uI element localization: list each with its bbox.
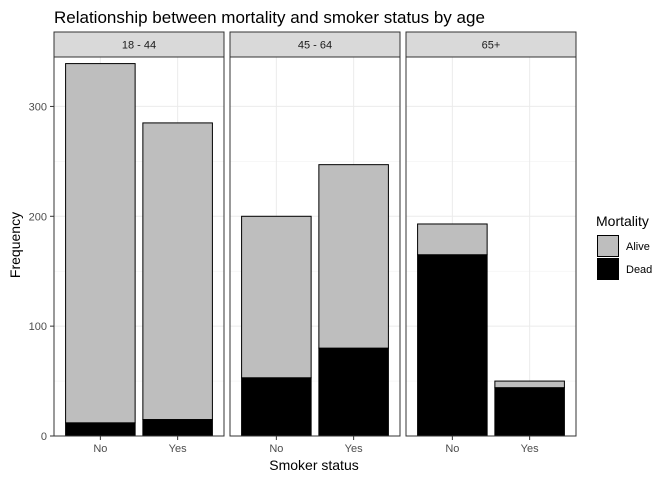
y-tick-label: 0 [41,431,47,443]
legend-label: Alive [626,241,650,253]
bar-segment-alive [494,380,565,389]
legend-key-alive [597,235,619,257]
x-tick-label: No [93,443,107,455]
bar-segment-dead [417,254,488,437]
facet-strip-label: 65+ [482,40,501,52]
facet-panel: 65+ No Yes [405,31,577,455]
y-tick-label: 100 [29,321,47,333]
legend-key-dead [597,258,619,280]
x-tick-label: Yes [345,443,363,455]
bar-segment-dead [65,422,136,437]
bar-segment-dead [241,377,312,437]
legend-label: Dead [626,264,652,276]
y-axis-title: Frequency [7,212,23,278]
facet-strip [53,31,225,58]
bar-segment-dead [318,347,389,437]
facet-strip [405,31,577,58]
x-tick-label: Yes [169,443,187,455]
y-tick-label: 300 [29,101,47,113]
panel-border [53,56,225,437]
x-axis-title: Smoker status [269,457,358,473]
bar-segment-alive [318,164,389,349]
bar-segment-dead [142,419,213,437]
y-tick-label: 200 [29,211,47,223]
facet-panel: 18 - 44 No Yes [53,31,225,455]
facet-strip-label: 45 - 64 [298,40,332,52]
x-tick-label: No [445,443,459,455]
y-axis: 0 100 200 300 [29,101,54,443]
chart-title: Relationship between mortality and smoke… [54,8,485,27]
legend: Mortality Alive Dead [596,213,652,280]
facet-panel: 45 - 64 No Yes [229,31,401,455]
panel-border [229,56,401,437]
facet-panels: 18 - 44 No Yes 45 - 64 No Yes 65+ No Yes [53,31,577,455]
facet-strip-label: 18 - 44 [122,40,156,52]
bar-segment-alive [65,63,136,424]
facet-strip [229,31,401,58]
bar-segment-dead [494,387,565,437]
x-tick-label: No [269,443,283,455]
bar-segment-alive [142,122,213,421]
bar-segment-alive [417,223,488,256]
legend-title: Mortality [596,213,649,229]
x-tick-label: Yes [521,443,539,455]
panel-border [405,56,577,437]
bar-segment-alive [241,215,312,379]
